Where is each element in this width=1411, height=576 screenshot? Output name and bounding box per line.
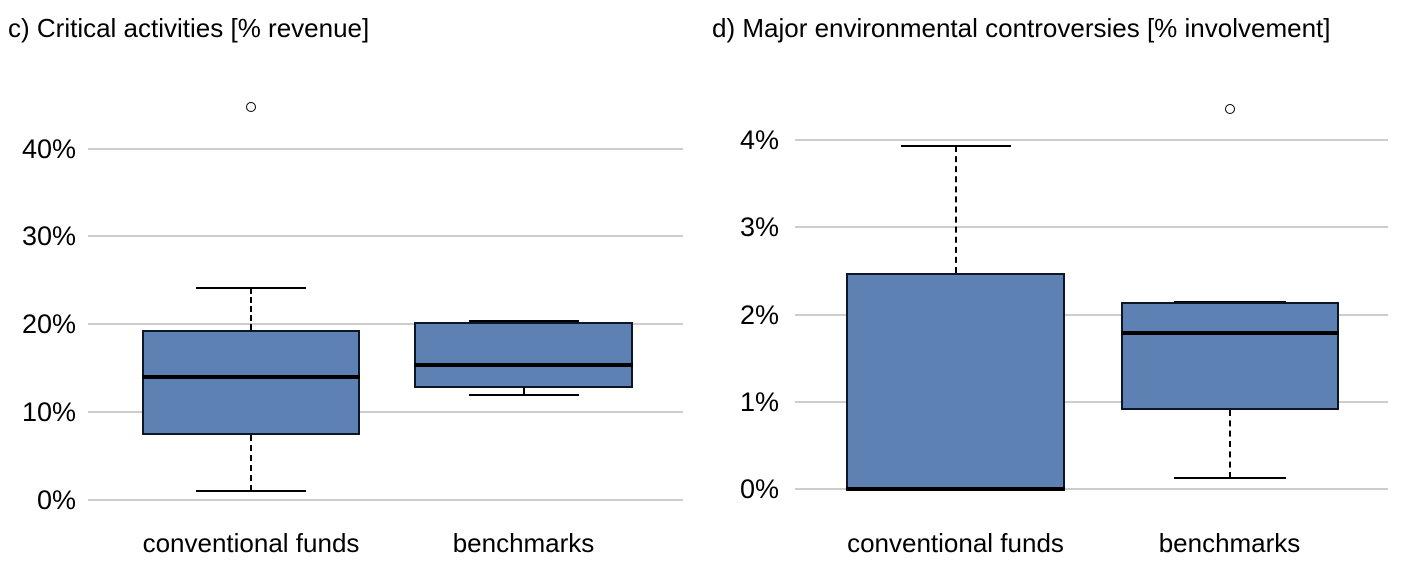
upper-whisker-cap xyxy=(900,145,1011,148)
median-line xyxy=(142,374,360,379)
upper-whisker-line xyxy=(954,146,957,273)
outlier-point xyxy=(246,102,256,113)
y-axis-tick-label: 3% xyxy=(739,212,779,243)
y-gridline xyxy=(795,400,1388,403)
lower-whisker-cap xyxy=(1173,476,1286,479)
lower-whisker-line xyxy=(1228,410,1231,478)
y-gridline xyxy=(795,488,1388,490)
y-gridline xyxy=(795,313,1388,316)
y-axis-tick-label: 20% xyxy=(21,309,76,340)
lower-whisker-cap xyxy=(468,394,579,397)
upper-whisker-cap xyxy=(196,287,306,290)
x-axis-category-label: conventional funds xyxy=(142,528,360,558)
y-axis-tick-label: 0% xyxy=(739,474,779,504)
y-gridline xyxy=(88,147,683,150)
upper-whisker-cap xyxy=(468,319,579,322)
y-axis-tick-label: 40% xyxy=(21,133,76,164)
x-axis-category-label: benchmarks xyxy=(452,528,595,558)
chart-title-d: d) Major environmental controversies [% … xyxy=(712,13,1331,43)
median-line xyxy=(414,362,633,367)
iqr-box xyxy=(414,322,633,389)
y-gridline xyxy=(795,226,1388,229)
y-gridline xyxy=(88,499,683,501)
y-axis-tick-label: 1% xyxy=(739,386,779,417)
y-gridline xyxy=(88,235,683,238)
median-line xyxy=(1120,330,1339,335)
x-axis-category-label: conventional funds xyxy=(847,528,1064,558)
outlier-point xyxy=(1224,104,1235,115)
upper-whisker-line xyxy=(250,288,252,331)
y-axis-tick-label: 4% xyxy=(739,125,779,155)
iqr-box xyxy=(142,330,360,435)
x-axis-category-label: benchmarks xyxy=(1158,528,1301,558)
chart-title-c: c) Critical activities [% revenue] xyxy=(8,13,370,43)
iqr-box xyxy=(1120,302,1339,411)
y-gridline xyxy=(88,323,683,326)
lower-whisker-line xyxy=(250,434,252,492)
y-axis-tick-label: 0% xyxy=(36,485,76,515)
y-axis-tick-label: 10% xyxy=(21,397,76,428)
lower-whisker-line xyxy=(522,388,525,396)
iqr-box xyxy=(846,272,1065,489)
lower-whisker-cap xyxy=(196,490,306,493)
y-gridline xyxy=(88,411,683,414)
y-axis-tick-label: 2% xyxy=(739,299,779,330)
median-line xyxy=(846,487,1065,491)
y-axis-tick-label: 30% xyxy=(21,221,76,252)
y-gridline xyxy=(795,139,1388,141)
